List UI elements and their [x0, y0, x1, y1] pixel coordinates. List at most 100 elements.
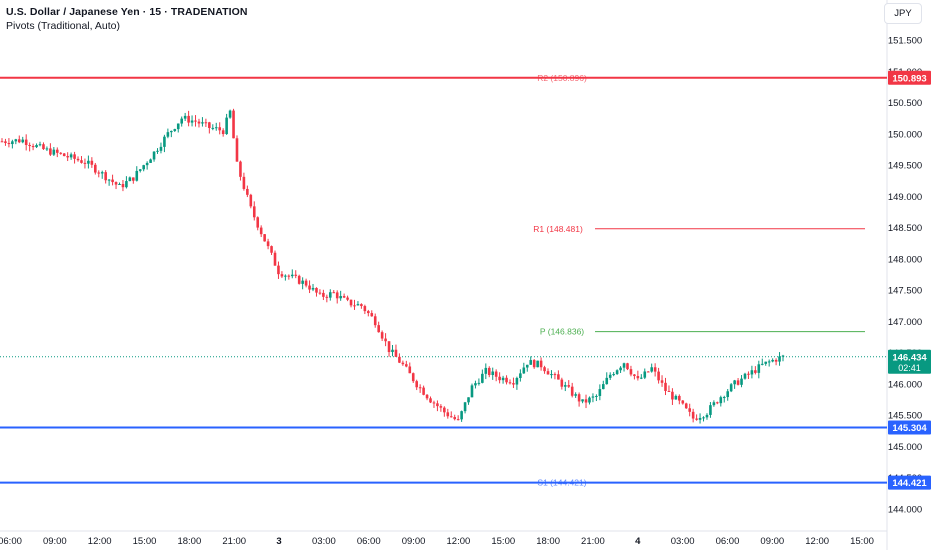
candle-body	[425, 394, 429, 399]
candle-body	[505, 377, 508, 383]
candle-body	[328, 292, 332, 298]
candle-body	[401, 362, 405, 365]
x-tick-label: 18:00	[536, 536, 560, 547]
candle-body	[726, 391, 730, 398]
candle-body	[550, 374, 553, 376]
candle-body	[405, 364, 408, 367]
candle-body	[643, 371, 647, 378]
x-tick-label: 18:00	[177, 536, 201, 547]
candle-body	[722, 397, 726, 399]
candle-body	[73, 154, 76, 159]
candle-body	[45, 148, 49, 150]
candle-body	[308, 285, 311, 290]
candle-body	[567, 385, 571, 387]
candle-body	[456, 419, 460, 421]
candle-body	[754, 370, 757, 373]
candle-body	[387, 341, 391, 353]
candle-body	[671, 391, 674, 400]
candle-body	[460, 411, 463, 420]
candle-body	[7, 143, 11, 145]
candle-body	[698, 417, 702, 420]
pivot-s1-label: S1 (144.421)	[537, 478, 586, 488]
x-tick-label: 03:00	[312, 536, 336, 547]
candle-body	[684, 403, 688, 409]
candle-body	[646, 371, 650, 373]
pivot-r2-label: R2 (150.896)	[537, 73, 587, 83]
candle-body	[439, 406, 443, 408]
candle-body	[28, 144, 31, 147]
candle-body	[740, 378, 743, 385]
candle-body	[581, 399, 584, 402]
candle-body	[232, 110, 235, 139]
candle-body	[111, 179, 114, 183]
candle-body	[712, 402, 716, 406]
candle-body	[529, 360, 533, 365]
candle-body	[719, 397, 723, 404]
candle-body	[11, 141, 14, 145]
candle-body	[339, 296, 342, 299]
y-tick-label: 150.000	[888, 129, 922, 140]
r2-price-badge: 150.893	[892, 73, 926, 84]
y-tick-label: 147.000	[888, 317, 922, 328]
candle-body	[660, 380, 664, 383]
y-tick-label: 151.500	[888, 36, 922, 47]
candle-body	[733, 380, 736, 385]
candle-body	[432, 402, 436, 404]
candle-body	[304, 280, 308, 286]
x-tick-label: 3	[276, 536, 281, 547]
candle-body	[252, 206, 256, 218]
candle-body	[467, 397, 470, 403]
candle-body	[543, 367, 546, 372]
candle-body	[287, 275, 291, 277]
candle-body	[14, 139, 18, 142]
candle-body	[176, 123, 180, 130]
candle-body	[446, 412, 450, 417]
candle-body	[125, 181, 128, 188]
candle-body	[273, 252, 277, 266]
candle-body	[678, 395, 681, 401]
x-tick-label: 06:00	[357, 536, 381, 547]
y-tick-label: 144.000	[888, 505, 922, 516]
candle-body	[118, 183, 121, 185]
s1-price-badge: 144.421	[892, 478, 927, 489]
candle-body	[52, 149, 56, 155]
candle-body	[349, 299, 353, 306]
y-tick-label: 147.500	[888, 286, 922, 297]
candle-body	[781, 355, 785, 357]
candle-body	[335, 292, 339, 299]
pivot-r1-label: R1 (148.481)	[533, 224, 583, 234]
candle-body	[55, 149, 59, 153]
candle-body	[484, 367, 488, 374]
indicator-label[interactable]: Pivots (Traditional, Auto)	[6, 20, 120, 32]
candle-body	[80, 160, 83, 163]
candle-body	[519, 373, 522, 379]
candle-body	[290, 274, 294, 277]
candle-body	[100, 172, 104, 174]
candle-body	[235, 138, 239, 162]
candle-body	[626, 363, 629, 370]
candle-body	[69, 154, 73, 158]
candle-body	[695, 418, 698, 420]
candle-body	[546, 371, 550, 375]
candle-body	[557, 374, 560, 380]
candle-body	[66, 156, 69, 158]
candle-body	[508, 382, 512, 384]
candle-body	[42, 144, 45, 150]
candle-body	[24, 139, 28, 145]
candle-body	[135, 170, 139, 181]
currency-button[interactable]: JPY	[884, 3, 922, 24]
y-tick-label: 146.000	[888, 379, 922, 390]
candle-body	[83, 162, 87, 164]
candle-body	[138, 169, 142, 171]
x-tick-label: 09:00	[43, 536, 67, 547]
candle-body	[747, 373, 750, 375]
candle-body	[463, 402, 467, 412]
candle-body	[705, 414, 709, 418]
candle-body	[208, 122, 211, 128]
y-tick-label: 145.000	[888, 442, 922, 453]
candle-body	[342, 296, 346, 298]
x-tick-label: 09:00	[402, 536, 426, 547]
candle-body	[225, 117, 228, 135]
candle-body	[356, 304, 360, 306]
